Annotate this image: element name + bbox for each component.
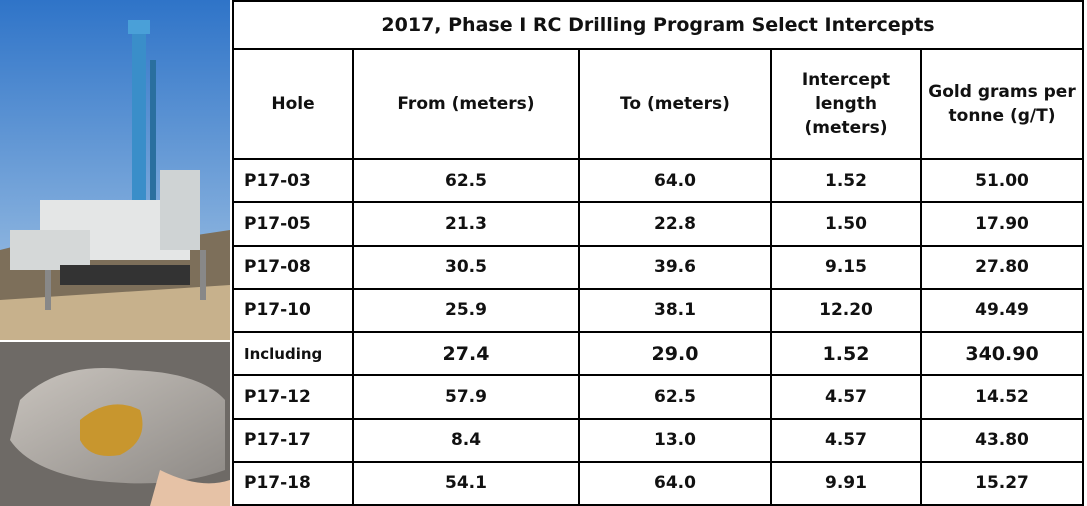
table-cell: 27.4 (352, 330, 580, 377)
table-title: 2017, Phase I RC Drilling Program Select… (231, 0, 1085, 50)
table-cell: 14.52 (919, 374, 1085, 420)
table-cell: 43.80 (919, 417, 1085, 463)
column-header: Hole (232, 48, 354, 160)
header-row: Hole From (meters) To (meters) Intercept le… (232, 48, 1085, 160)
table-row: P17-18 54.1 64.0 9.91 15.27 (232, 460, 1085, 506)
table-cell: 51.00 (919, 157, 1085, 204)
table-cell: 62.5 (352, 157, 580, 204)
table-cell: 54.1 (352, 460, 580, 506)
table-cell: 29.0 (578, 330, 772, 377)
column-header: Gold grams per tonne (g/T) (919, 48, 1085, 160)
photos (0, 0, 230, 506)
table-row: P17-10 25.9 38.1 12.20 49.49 (232, 287, 1085, 334)
table-cell: 27.80 (919, 244, 1085, 290)
column-header: Intercept length (meters) (770, 48, 922, 160)
table-cell: 39.6 (578, 244, 772, 290)
table-cell: 4.57 (770, 417, 922, 463)
column-header: To (meters) (578, 48, 772, 160)
column-header: From (meters) (352, 48, 580, 160)
table-cell: 1.52 (770, 330, 922, 377)
table-cell: 49.49 (919, 287, 1085, 334)
table-cell: 340.90 (919, 330, 1085, 377)
table-cell: 9.91 (770, 460, 922, 506)
table-cell: Including (232, 330, 354, 377)
table-cell: 22.8 (578, 201, 772, 247)
table-cell: 4.57 (770, 374, 922, 420)
table-cell: 64.0 (578, 157, 772, 204)
table-row: Including 27.4 29.0 1.52 340.90 (232, 330, 1085, 377)
table-row: P17-17 8.4 13.0 4.57 43.80 (232, 417, 1085, 463)
table-cell: 12.20 (770, 287, 922, 334)
table-cell: P17-05 (232, 201, 354, 247)
table-cell: 8.4 (352, 417, 580, 463)
table-row: P17-03 62.5 64.0 1.52 51.00 (232, 157, 1085, 204)
drill-rig-photo (0, 0, 230, 340)
table-cell: 13.0 (578, 417, 772, 463)
table-cell: 15.27 (919, 460, 1085, 506)
table-cell: 38.1 (578, 287, 772, 334)
table-cell: 1.50 (770, 201, 922, 247)
table-row: P17-05 21.3 22.8 1.50 17.90 (232, 201, 1085, 247)
intercepts-table: 2017, Phase I RC Drilling Program Select… (231, 0, 1085, 506)
table-cell: 30.5 (352, 244, 580, 290)
ore-sample-photo (0, 342, 230, 506)
table-cell: P17-08 (232, 244, 354, 290)
table-cell: 17.90 (919, 201, 1085, 247)
table-cell: 9.15 (770, 244, 922, 290)
table-cell: P17-10 (232, 287, 354, 334)
table-cell: P17-17 (232, 417, 354, 463)
table-cell: P17-12 (232, 374, 354, 420)
table-row: P17-08 30.5 39.6 9.15 27.80 (232, 244, 1085, 290)
table-cell: 1.52 (770, 157, 922, 204)
table-cell: 25.9 (352, 287, 580, 334)
table-row: P17-12 57.9 62.5 4.57 14.52 (232, 374, 1085, 420)
table-cell: 62.5 (578, 374, 772, 420)
table-cell: 21.3 (352, 201, 580, 247)
table-cell: 57.9 (352, 374, 580, 420)
table-cell: 64.0 (578, 460, 772, 506)
table-cell: P17-18 (232, 460, 354, 506)
table-cell: P17-03 (232, 157, 354, 204)
